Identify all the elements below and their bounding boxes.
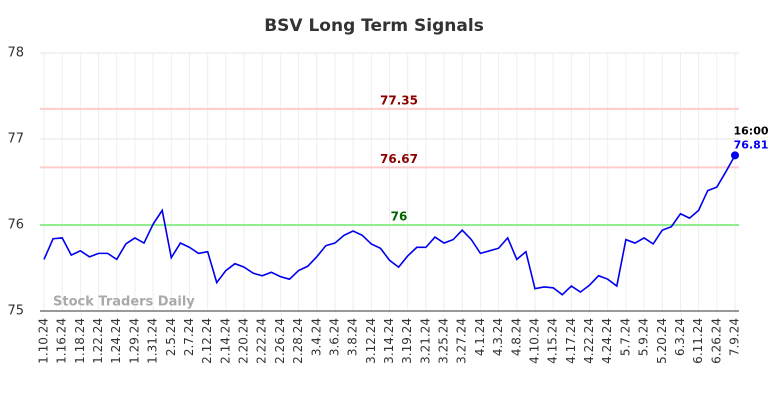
price-line [43, 154, 736, 296]
x-tick-label: 6.11.24 [691, 318, 705, 364]
x-tick-label: 2.12.24 [200, 318, 214, 364]
y-tick-label: 77 [7, 132, 24, 147]
signal-label: 76 [391, 210, 408, 224]
x-tick-label: 3.4.24 [309, 318, 323, 356]
x-tick-label: 5.9.24 [637, 318, 651, 356]
x-tick-label: 3.27.24 [455, 318, 469, 364]
x-tick-label: 1.10.24 [37, 318, 51, 364]
x-tick-label: 1.18.24 [73, 318, 87, 364]
x-tick-label: 4.15.24 [546, 318, 560, 364]
x-tick-label: 4.10.24 [527, 318, 541, 364]
x-tick-label: 3.12.24 [364, 318, 378, 364]
x-tick-label: 1.31.24 [146, 318, 160, 364]
last-time: 16:00 [733, 124, 768, 137]
x-tick-label: 1.16.24 [55, 318, 69, 364]
x-tick-label: 3.8.24 [346, 318, 360, 356]
signal-label: 76.67 [380, 152, 418, 166]
x-tick-label: 3.19.24 [400, 318, 414, 364]
x-tick-label: 3.14.24 [382, 318, 396, 364]
watermark: Stock Traders Daily [53, 295, 195, 310]
y-tick-label: 78 [7, 46, 24, 61]
chart-title: BSV Long Term Signals [264, 16, 484, 36]
x-tick-label: 3.25.24 [437, 318, 451, 364]
x-tick-label: 5.20.24 [655, 318, 669, 364]
x-tick-label: 4.17.24 [564, 318, 578, 364]
x-tick-label: 1.29.24 [127, 318, 141, 364]
y-tick-label: 75 [7, 304, 24, 319]
x-tick-label: 5.7.24 [618, 318, 632, 356]
x-tick-label: 2.22.24 [255, 318, 269, 364]
x-tick-label: 2.28.24 [291, 318, 305, 364]
x-tick-label: 4.8.24 [509, 318, 523, 356]
x-tick-label: 3.21.24 [418, 318, 432, 364]
y-tick-label: 76 [7, 218, 24, 233]
x-tick-label: 4.3.24 [491, 318, 505, 356]
x-tick-label: 1.24.24 [109, 318, 123, 364]
x-tick-label: 2.5.24 [164, 318, 178, 356]
x-tick-label: 3.6.24 [327, 318, 341, 356]
x-tick-label: 6.26.24 [709, 318, 723, 364]
x-tick-label: 2.14.24 [218, 318, 232, 364]
x-tick-label: 2.20.24 [237, 318, 251, 364]
last-point [731, 151, 739, 160]
x-tick-label: 4.24.24 [600, 318, 614, 364]
last-value: 76.81 [734, 138, 769, 151]
x-tick-label: 4.1.24 [473, 318, 487, 356]
x-tick-label: 1.22.24 [91, 318, 105, 364]
x-tick-label: 4.22.24 [582, 318, 596, 364]
x-tick-label: 6.3.24 [673, 318, 687, 356]
x-tick-label: 2.7.24 [182, 318, 196, 356]
x-tick-label: 2.26.24 [273, 318, 287, 364]
x-tick-label: 7.9.24 [728, 318, 742, 356]
signal-label: 77.35 [380, 93, 418, 107]
